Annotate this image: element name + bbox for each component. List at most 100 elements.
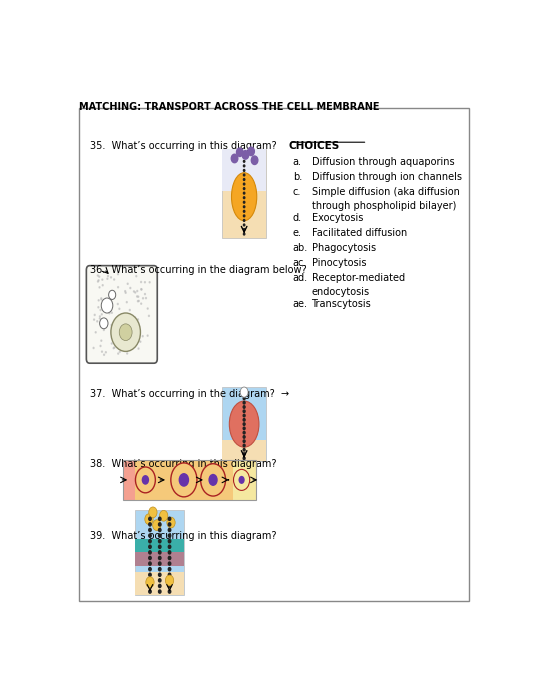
Circle shape <box>135 467 155 493</box>
Circle shape <box>102 285 103 286</box>
Circle shape <box>109 300 110 302</box>
Text: 38.  What’s occurring in this diagram?: 38. What’s occurring in this diagram? <box>90 458 276 468</box>
Circle shape <box>243 410 245 412</box>
Circle shape <box>105 300 106 301</box>
Circle shape <box>169 540 171 542</box>
Circle shape <box>149 579 151 582</box>
Circle shape <box>231 154 238 162</box>
FancyBboxPatch shape <box>223 148 266 191</box>
Circle shape <box>114 331 116 332</box>
Circle shape <box>243 178 245 181</box>
Circle shape <box>243 215 245 217</box>
Circle shape <box>169 556 171 559</box>
Circle shape <box>108 275 109 276</box>
Circle shape <box>251 156 258 164</box>
Circle shape <box>243 453 245 455</box>
Circle shape <box>98 280 99 281</box>
Circle shape <box>132 343 133 344</box>
Circle shape <box>149 517 151 520</box>
Circle shape <box>137 318 139 320</box>
Text: ac.: ac. <box>293 258 307 268</box>
Circle shape <box>243 202 245 203</box>
Text: ab.: ab. <box>293 243 308 253</box>
Circle shape <box>118 332 119 334</box>
Circle shape <box>110 307 111 309</box>
Circle shape <box>169 534 171 537</box>
Ellipse shape <box>232 173 257 220</box>
Circle shape <box>98 300 99 301</box>
Text: ae.: ae. <box>293 299 308 309</box>
Circle shape <box>242 150 249 159</box>
Circle shape <box>243 431 245 434</box>
Circle shape <box>169 568 171 570</box>
Circle shape <box>149 584 151 587</box>
Circle shape <box>100 345 101 346</box>
Circle shape <box>95 332 96 333</box>
Circle shape <box>243 423 245 426</box>
Circle shape <box>97 275 98 276</box>
Circle shape <box>149 507 157 518</box>
Circle shape <box>169 579 171 582</box>
Circle shape <box>119 338 120 339</box>
Circle shape <box>144 281 146 283</box>
Circle shape <box>152 519 161 531</box>
Circle shape <box>119 324 132 341</box>
Circle shape <box>158 568 161 570</box>
Circle shape <box>158 551 161 554</box>
Text: Receptor-mediated: Receptor-mediated <box>311 273 404 284</box>
Circle shape <box>140 341 141 342</box>
Circle shape <box>243 435 245 438</box>
Circle shape <box>243 174 245 176</box>
Circle shape <box>243 444 245 447</box>
Circle shape <box>135 292 136 293</box>
Text: Simple diffusion (aka diffusion: Simple diffusion (aka diffusion <box>311 187 460 197</box>
FancyBboxPatch shape <box>223 387 266 461</box>
Circle shape <box>111 313 141 351</box>
Circle shape <box>147 308 148 309</box>
Circle shape <box>243 211 245 212</box>
Circle shape <box>243 206 245 208</box>
Circle shape <box>129 309 130 311</box>
Circle shape <box>113 348 114 349</box>
Circle shape <box>248 147 254 155</box>
Circle shape <box>147 335 148 336</box>
Circle shape <box>149 551 151 554</box>
FancyBboxPatch shape <box>135 510 184 595</box>
Circle shape <box>169 562 171 565</box>
Circle shape <box>236 148 243 157</box>
Circle shape <box>120 333 121 334</box>
Circle shape <box>101 298 102 299</box>
Text: Diffusion through aquaporins: Diffusion through aquaporins <box>311 157 454 167</box>
Circle shape <box>146 577 154 587</box>
Circle shape <box>149 545 151 548</box>
Text: Facilitated diffusion: Facilitated diffusion <box>311 228 407 238</box>
Circle shape <box>119 351 120 352</box>
Circle shape <box>171 463 197 497</box>
Circle shape <box>94 319 95 320</box>
Text: MATCHING: TRANSPORT ACROSS THE CELL MEMBRANE: MATCHING: TRANSPORT ACROSS THE CELL MEMB… <box>79 102 380 112</box>
Circle shape <box>149 573 151 576</box>
Circle shape <box>243 160 245 162</box>
Text: ad.: ad. <box>293 273 308 284</box>
Circle shape <box>101 299 102 300</box>
Text: Pinocytosis: Pinocytosis <box>311 258 366 268</box>
Circle shape <box>136 326 137 327</box>
Circle shape <box>125 349 126 351</box>
Circle shape <box>134 317 135 318</box>
Circle shape <box>158 528 161 531</box>
Circle shape <box>141 281 142 283</box>
Circle shape <box>158 556 161 559</box>
Circle shape <box>94 314 95 316</box>
Circle shape <box>169 545 171 548</box>
Circle shape <box>149 523 151 526</box>
Circle shape <box>158 579 161 582</box>
Circle shape <box>131 316 132 317</box>
Circle shape <box>158 523 161 526</box>
Circle shape <box>105 351 106 353</box>
Circle shape <box>149 590 151 593</box>
Circle shape <box>144 293 146 295</box>
Circle shape <box>243 183 245 185</box>
Circle shape <box>141 288 142 290</box>
Circle shape <box>133 329 134 330</box>
Circle shape <box>233 470 250 491</box>
